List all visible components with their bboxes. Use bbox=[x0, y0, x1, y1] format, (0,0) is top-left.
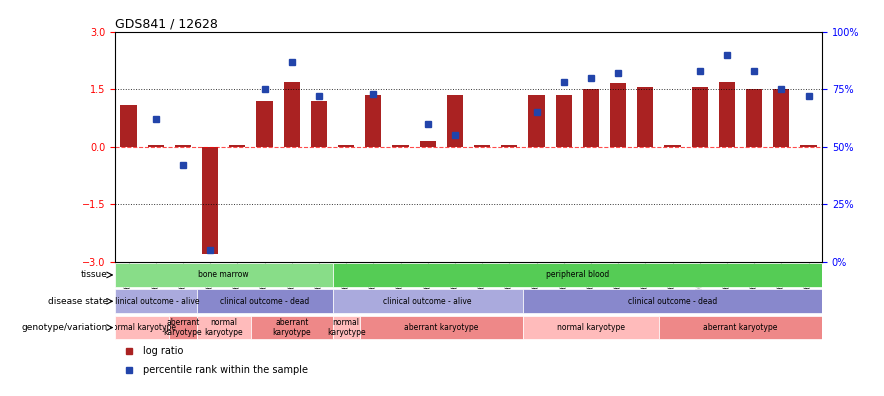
Text: clinical outcome - dead: clinical outcome - dead bbox=[628, 297, 717, 306]
Text: clinical outcome - alive: clinical outcome - alive bbox=[111, 297, 200, 306]
FancyBboxPatch shape bbox=[659, 316, 822, 339]
Bar bbox=[365, 95, 382, 147]
FancyBboxPatch shape bbox=[196, 289, 332, 313]
FancyBboxPatch shape bbox=[115, 263, 332, 287]
Bar bbox=[746, 89, 762, 147]
Bar bbox=[501, 145, 517, 147]
Bar bbox=[392, 145, 408, 147]
Text: clinical outcome - dead: clinical outcome - dead bbox=[220, 297, 309, 306]
FancyBboxPatch shape bbox=[332, 263, 822, 287]
Text: disease state: disease state bbox=[48, 297, 108, 306]
Bar bbox=[800, 145, 817, 147]
Text: normal
karyotype: normal karyotype bbox=[204, 318, 243, 337]
Bar bbox=[610, 84, 626, 147]
Bar bbox=[120, 105, 137, 147]
Bar bbox=[719, 82, 735, 147]
Text: tissue: tissue bbox=[81, 270, 108, 280]
Bar bbox=[284, 82, 300, 147]
FancyBboxPatch shape bbox=[196, 316, 251, 339]
Bar bbox=[555, 95, 572, 147]
FancyBboxPatch shape bbox=[170, 316, 196, 339]
Bar bbox=[583, 89, 599, 147]
Bar bbox=[148, 145, 164, 147]
Text: bone marrow: bone marrow bbox=[198, 270, 249, 280]
FancyBboxPatch shape bbox=[332, 289, 523, 313]
FancyBboxPatch shape bbox=[523, 316, 659, 339]
Bar bbox=[529, 95, 545, 147]
Text: normal karyotype: normal karyotype bbox=[108, 323, 176, 332]
Text: aberrant
karyotype: aberrant karyotype bbox=[164, 318, 202, 337]
Bar bbox=[311, 101, 327, 147]
Bar bbox=[420, 141, 436, 147]
Bar bbox=[338, 145, 354, 147]
Text: peripheral blood: peripheral blood bbox=[545, 270, 609, 280]
FancyBboxPatch shape bbox=[332, 316, 360, 339]
Text: aberrant
karyotype: aberrant karyotype bbox=[272, 318, 311, 337]
Text: log ratio: log ratio bbox=[143, 346, 184, 356]
Bar bbox=[256, 101, 272, 147]
Bar bbox=[774, 89, 789, 147]
FancyBboxPatch shape bbox=[523, 289, 822, 313]
Text: percentile rank within the sample: percentile rank within the sample bbox=[143, 365, 309, 375]
Text: aberrant karyotype: aberrant karyotype bbox=[704, 323, 778, 332]
Bar bbox=[691, 87, 708, 147]
Text: genotype/variation: genotype/variation bbox=[21, 323, 108, 332]
Text: clinical outcome - alive: clinical outcome - alive bbox=[384, 297, 472, 306]
Bar bbox=[446, 95, 463, 147]
Bar bbox=[202, 147, 218, 254]
FancyBboxPatch shape bbox=[251, 316, 332, 339]
Bar bbox=[637, 87, 653, 147]
Bar bbox=[665, 145, 681, 147]
FancyBboxPatch shape bbox=[115, 316, 170, 339]
Bar bbox=[474, 145, 491, 147]
Text: GDS841 / 12628: GDS841 / 12628 bbox=[115, 17, 217, 30]
Bar bbox=[229, 145, 246, 147]
FancyBboxPatch shape bbox=[360, 316, 523, 339]
Text: aberrant karyotype: aberrant karyotype bbox=[404, 323, 478, 332]
Bar bbox=[175, 145, 191, 147]
Text: normal karyotype: normal karyotype bbox=[557, 323, 625, 332]
Text: normal
karyotype: normal karyotype bbox=[327, 318, 365, 337]
FancyBboxPatch shape bbox=[115, 289, 196, 313]
